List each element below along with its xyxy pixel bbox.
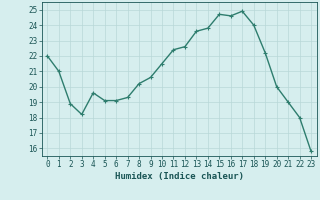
X-axis label: Humidex (Indice chaleur): Humidex (Indice chaleur) <box>115 172 244 181</box>
